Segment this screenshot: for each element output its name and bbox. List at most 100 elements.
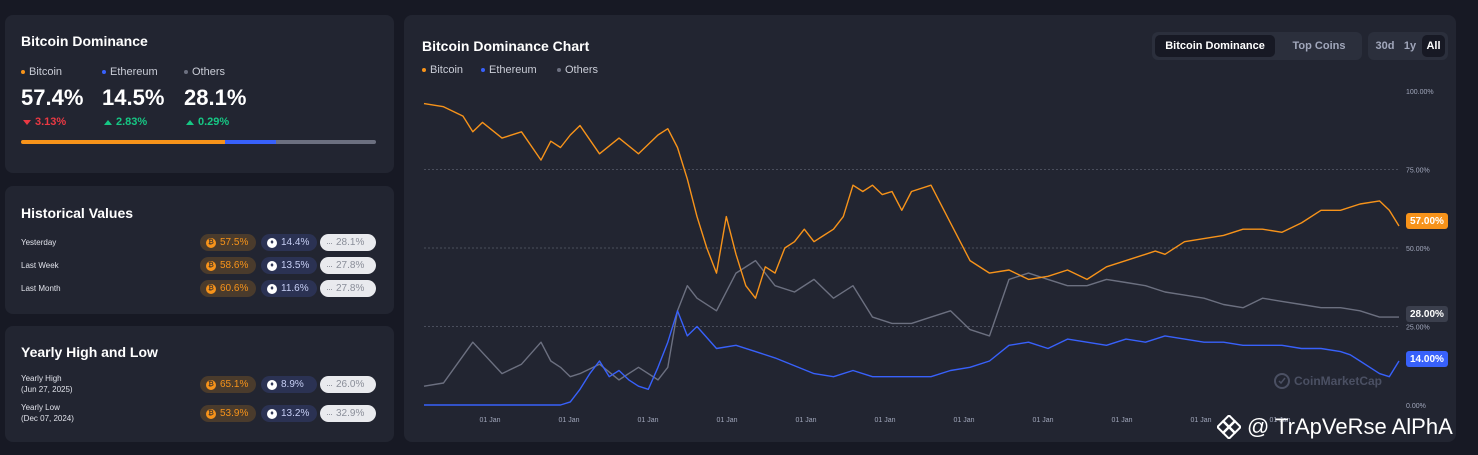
yearly-row-label: Yearly High (Jun 27, 2025) — [21, 374, 73, 394]
bitcoin-dot-icon — [422, 68, 426, 72]
x-tick-label: 01 Jan — [558, 417, 579, 424]
chart-title: Bitcoin Dominance Chart — [422, 38, 590, 54]
series-line-ethereum — [424, 310, 1400, 406]
yearly-others-pill: ··· 32.9% — [320, 405, 376, 422]
historical-btc-pill: ₿ 57.5% — [200, 234, 256, 251]
others-dot-icon — [557, 68, 561, 72]
y-tick-label: 75.00% — [1406, 168, 1430, 175]
ethereum-end-label: 14.00% — [1406, 351, 1448, 367]
others-dots-icon: ··· — [326, 260, 333, 271]
x-tick-label: 01 Jan — [874, 417, 895, 424]
historical-btc-pill: ₿ 58.6% — [200, 257, 256, 274]
range-all[interactable]: All — [1422, 35, 1445, 57]
dominance-chart: 100.00% 75.00% 50.00% 25.00% 0.00% 01 Jan 01 … — [423, 89, 1434, 424]
overlay-watermark: @ TrApVeRse AlPhA — [1217, 414, 1453, 440]
ethereum-coin-icon: ♦ — [267, 379, 277, 390]
dominance-bar-ethereum — [224, 140, 277, 144]
dominance-title: Bitcoin Dominance — [21, 33, 148, 49]
others-dots-icon: ··· — [326, 379, 333, 390]
y-tick-label: 100.00% — [1406, 89, 1434, 96]
chart-legend-bitcoin: Bitcoin — [422, 64, 463, 76]
caret-up-icon — [104, 119, 112, 125]
historical-others-pill: ··· 27.8% — [320, 257, 376, 274]
bitcoin-value: 57.4% — [21, 85, 84, 110]
bitcoin-dot-icon — [21, 70, 25, 74]
yearly-btc-pill: ₿ 53.9% — [200, 405, 256, 422]
x-tick-label: 01 Jan — [1190, 417, 1211, 424]
chart-legend-others: Others — [557, 64, 598, 76]
chart-legend-ethereum: Ethereum — [481, 64, 537, 76]
coinmarketcap-logo-icon — [1274, 373, 1290, 389]
x-tick-label: 01 Jan — [1032, 417, 1053, 424]
ethereum-coin-icon: ♦ — [267, 260, 277, 271]
tab-top-coins[interactable]: Top Coins — [1292, 40, 1346, 52]
dominance-bar-others — [276, 140, 376, 144]
bitcoin-coin-icon: ₿ — [206, 237, 216, 248]
watermark-text: @ TrApVeRse AlPhA — [1247, 414, 1453, 439]
ethereum-coin-icon: ♦ — [267, 237, 277, 248]
range-toggle: 30d 1y All — [1368, 32, 1448, 60]
historical-title: Historical Values — [21, 205, 134, 221]
historical-others-pill: ··· 28.1% — [320, 234, 376, 251]
yearly-eth-pill: ♦ 8.9% — [261, 376, 317, 393]
historical-others-pill: ··· 27.8% — [320, 280, 376, 297]
x-tick-label: 01 Jan — [479, 417, 500, 424]
others-dots-icon: ··· — [326, 283, 333, 294]
yearly-others-pill: ··· 26.0% — [320, 376, 376, 393]
ethereum-coin-icon: ♦ — [267, 283, 277, 294]
x-tick-label: 01 Jan — [1269, 417, 1290, 424]
series-line-bitcoin — [423, 102, 1400, 299]
bitcoin-coin-icon: ₿ — [206, 260, 216, 271]
ethereum-dot-icon — [102, 70, 106, 74]
others-dots-icon: ··· — [326, 408, 333, 419]
y-tick-label: 0.00% — [1406, 403, 1426, 410]
range-30d[interactable]: 30d — [1375, 40, 1395, 52]
series-line-others — [423, 259, 1399, 387]
x-tick-label: 01 Jan — [716, 417, 737, 424]
legend-ethereum: Ethereum — [102, 66, 158, 78]
historical-card: Historical Values Yesterday ₿ 57.5% ♦ 14.4… — [5, 186, 394, 314]
historical-btc-pill: ₿ 60.6% — [200, 280, 256, 297]
caret-up-icon — [186, 119, 194, 125]
historical-eth-pill: ♦ 13.5% — [261, 257, 317, 274]
dominance-bar — [21, 140, 376, 144]
bitcoin-end-label: 57.00% — [1406, 213, 1448, 229]
ethereum-coin-icon: ♦ — [267, 408, 277, 419]
historical-eth-pill: ♦ 11.6% — [261, 280, 317, 297]
dominance-card: Bitcoin Dominance Bitcoin Ethereum Other… — [5, 15, 394, 173]
dominance-bar-bitcoin — [21, 140, 225, 144]
historical-row-label: Last Week — [21, 261, 59, 270]
yearly-row-label: Yearly Low (Dec 07, 2024) — [21, 403, 74, 423]
yearly-btc-pill: ₿ 65.1% — [200, 376, 256, 393]
x-tick-label: 01 Jan — [637, 417, 658, 424]
bitcoin-coin-icon: ₿ — [206, 379, 216, 390]
x-tick-label: 01 Jan — [1111, 417, 1132, 424]
tab-bitcoin-dominance[interactable]: Bitcoin Dominance — [1155, 35, 1275, 57]
others-value: 28.1% — [184, 85, 247, 110]
x-tick-label: 01 Jan — [795, 417, 816, 424]
ethereum-value: 14.5% — [102, 85, 165, 110]
brand-watermark: CoinMarketCap — [1294, 374, 1382, 388]
historical-eth-pill: ♦ 14.4% — [261, 234, 317, 251]
others-end-label: 28.00% — [1406, 306, 1448, 322]
yearly-eth-pill: ♦ 13.2% — [261, 405, 317, 422]
yearly-card: Yearly High and Low Yearly High (Jun 27,… — [5, 326, 394, 442]
legend-bitcoin: Bitcoin — [21, 66, 62, 78]
bitcoin-coin-icon: ₿ — [206, 408, 216, 419]
y-tick-label: 50.00% — [1406, 246, 1430, 253]
y-tick-label: 25.00% — [1406, 325, 1430, 332]
range-1y[interactable]: 1y — [1403, 40, 1417, 52]
ethereum-change: 2.83% — [104, 116, 147, 128]
diamond-logo-icon — [1217, 415, 1241, 439]
ethereum-dot-icon — [481, 68, 485, 72]
historical-row-label: Yesterday — [21, 238, 57, 247]
bitcoin-change: 3.13% — [23, 116, 66, 128]
x-tick-label: 01 Jan — [953, 417, 974, 424]
others-change: 0.29% — [186, 116, 229, 128]
chart-card: Bitcoin Dominance Chart Bitcoin Ethereum… — [404, 15, 1456, 442]
yearly-title: Yearly High and Low — [21, 344, 158, 360]
legend-others: Others — [184, 66, 225, 78]
others-dots-icon: ··· — [326, 237, 333, 248]
historical-row-label: Last Month — [21, 284, 61, 293]
chart-type-toggle: Bitcoin Dominance Top Coins — [1152, 32, 1362, 60]
